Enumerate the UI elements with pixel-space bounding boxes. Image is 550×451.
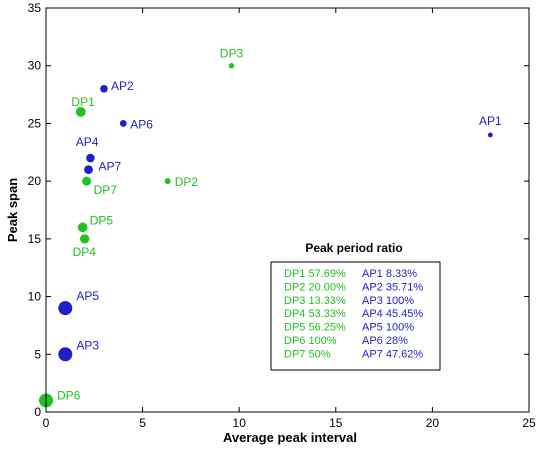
annotation-dp-entry: DP6 100% — [284, 335, 337, 347]
point-ap1 — [487, 132, 493, 138]
annotation-ap-entry: AP1 8.33% — [362, 268, 417, 280]
point-label-ap7: AP7 — [99, 160, 122, 174]
point-dp3 — [228, 63, 235, 69]
annotation-ap-entry: AP2 35.71% — [362, 281, 423, 293]
annotation-ap-entry: AP6 28% — [362, 335, 408, 347]
point-label-ap2: AP2 — [111, 79, 134, 93]
annotation-box — [270, 261, 441, 371]
x-tick-label: 0 — [43, 416, 50, 430]
point-label-ap3: AP3 — [76, 338, 99, 352]
point-label-ap1: AP1 — [479, 114, 502, 128]
y-tick-label: 30 — [28, 59, 42, 73]
point-dp5 — [77, 222, 88, 233]
y-tick-label: 35 — [28, 1, 42, 15]
annotation-dp-entry: DP7 50% — [284, 348, 331, 360]
point-label-dp5: DP5 — [90, 213, 114, 227]
x-tick-label: 5 — [139, 416, 146, 430]
annotation-ap-entry: AP5 100% — [362, 322, 414, 334]
point-ap5 — [58, 301, 73, 316]
data-points — [39, 63, 493, 408]
point-label-dp6: DP6 — [57, 388, 81, 402]
x-tick-label: 10 — [233, 416, 247, 430]
x-tick-label: 15 — [329, 416, 343, 430]
y-tick-label: 25 — [28, 116, 42, 130]
annotation-title: Peak period ratio — [305, 241, 402, 255]
point-label-dp4: DP4 — [73, 245, 97, 259]
point-labels: AP1 AP2 AP3 AP4 AP5 AP6 AP7 DP1 DP2 DP3 DP4 DP5 DP6 D… — [57, 47, 502, 403]
annotation-ap-entry: AP7 47.62% — [362, 348, 423, 360]
point-ap6 — [119, 120, 127, 127]
point-label-dp1: DP1 — [71, 95, 95, 109]
point-dp7 — [82, 176, 92, 186]
y-axis-label: Peak span — [5, 178, 20, 242]
annotation-dp-entry: DP2 20.00% — [284, 281, 346, 293]
y-tick-label: 20 — [28, 174, 42, 188]
annotation-dp-entry: DP3 13.33% — [284, 295, 346, 307]
point-label-ap4: AP4 — [76, 135, 99, 149]
point-ap7 — [84, 165, 93, 174]
y-tick-label: 5 — [34, 347, 41, 361]
point-label-dp3: DP3 — [220, 47, 244, 61]
annotation-dp-entry: DP4 53.33% — [284, 308, 346, 320]
x-tick-label: 20 — [426, 416, 440, 430]
point-label-ap5: AP5 — [76, 289, 99, 303]
annotation-dp-entry: DP5 56.25% — [284, 322, 346, 334]
point-dp2 — [164, 178, 171, 185]
y-tick-label: 15 — [28, 232, 42, 246]
point-label-dp7: DP7 — [94, 183, 118, 197]
annotation-ap-entry: AP4 45.45% — [362, 308, 423, 320]
x-axis-label: Average peak interval — [223, 430, 357, 445]
point-dp1 — [75, 107, 86, 117]
y-tick-label: 10 — [28, 290, 42, 304]
annotation-dp-entry: DP1 57.69% — [284, 268, 346, 280]
point-label-dp2: DP2 — [175, 175, 199, 189]
point-ap3 — [58, 347, 73, 362]
point-dp4 — [79, 234, 90, 244]
point-label-ap6: AP6 — [130, 117, 153, 131]
point-ap4 — [86, 153, 95, 163]
y-tick-label: 0 — [34, 405, 41, 419]
x-tick-label: 25 — [522, 416, 536, 430]
point-ap2 — [100, 85, 108, 93]
plot-frame — [45, 7, 530, 413]
annotation-ap-entry: AP3 100% — [362, 295, 414, 307]
axes: 0 5 10 15 20 25 0 5 10 15 20 25 30 35 — [28, 1, 536, 430]
ratio-annotation-box: Peak period ratio DP1 57.69%DP2 20.00% DP3… — [270, 241, 441, 371]
